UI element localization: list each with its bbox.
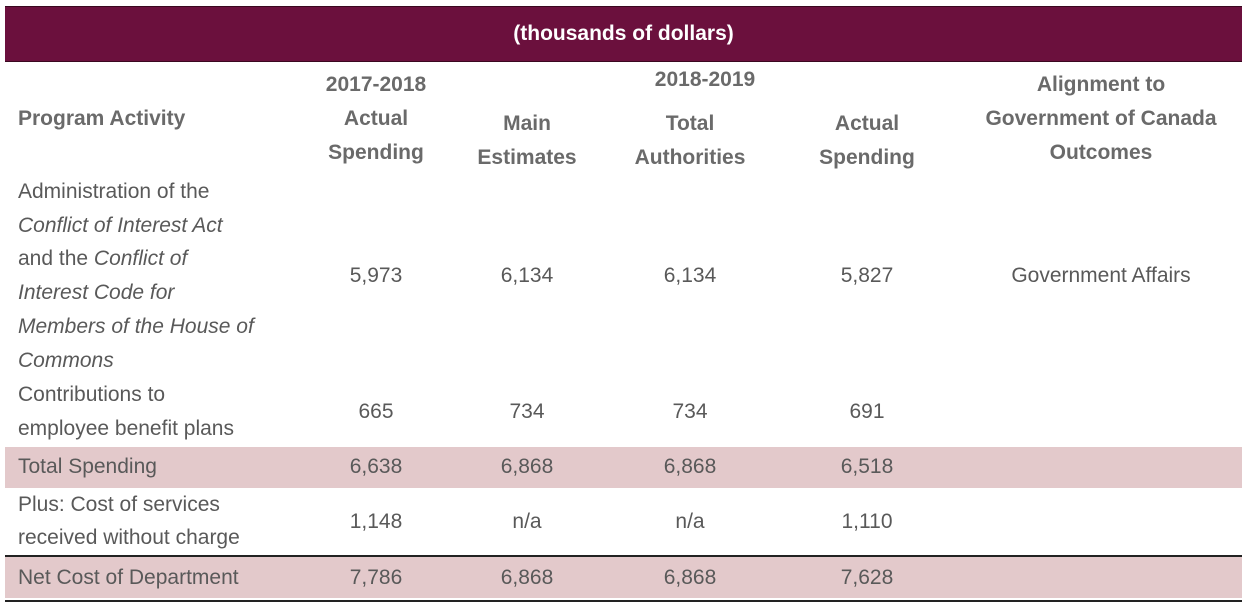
header-year-curr: 2018-2019 — [654, 68, 756, 91]
header-total-authorities-line2: Authorities — [634, 146, 746, 169]
admin-value-total-authorities: 6,134 — [663, 264, 717, 287]
admin-code-title-part3: Members of the House of — [18, 315, 254, 338]
header-main-estimates-line2: Estimates — [477, 146, 577, 169]
admin-label-line1: Administration of the — [18, 180, 210, 203]
header-year-prev: 2017-2018 — [325, 73, 427, 96]
admin-code-title-part2: Interest Code for — [18, 281, 175, 304]
admin-value-main-estimates: 6,134 — [500, 264, 554, 287]
net-value-total-authorities: 6,868 — [663, 566, 717, 589]
total-spending-band — [5, 447, 1242, 488]
total-value-actual: 6,518 — [840, 455, 894, 478]
table-bottom-rule — [5, 600, 1242, 602]
plus-label-line2: received without charge — [18, 526, 240, 549]
admin-act-title: Conflict of Interest Act — [18, 214, 223, 237]
header-total-authorities-line1: Total — [665, 112, 715, 135]
admin-and-the: and the — [18, 247, 94, 270]
plus-value-actual: 1,110 — [841, 510, 893, 533]
net-cost-band — [5, 557, 1242, 598]
contrib-value-main-estimates: 734 — [509, 400, 545, 423]
header-program-activity: Program Activity — [18, 107, 186, 130]
net-value-2017-actual: 7,786 — [349, 566, 403, 589]
admin-label-line5: Members of the House of — [18, 310, 254, 344]
contrib-value-2017-actual: 665 — [358, 400, 394, 423]
header-actual-spending-line2: Spending — [328, 141, 424, 164]
net-cost-top-rule — [5, 555, 1242, 557]
admin-label-line2: Conflict of Interest Act — [18, 209, 223, 243]
total-value-2017-actual: 6,638 — [349, 455, 403, 478]
admin-label-line3: and the Conflict of — [18, 242, 187, 276]
header-alignment-line1: Alignment to — [1036, 73, 1166, 96]
header-actual-line2: Spending — [819, 146, 915, 169]
plus-value-total-authorities: n/a — [675, 510, 705, 533]
banner-title: (thousands of dollars) — [513, 22, 734, 45]
net-value-main-estimates: 6,868 — [500, 566, 554, 589]
contrib-label-line2: employee benefit plans — [18, 417, 234, 440]
admin-value-2017-actual: 5,973 — [349, 264, 403, 287]
total-spending-label: Total Spending — [18, 455, 157, 478]
admin-label-line4: Interest Code for — [18, 276, 174, 310]
header-actual-line1: Actual — [834, 112, 900, 135]
header-main-estimates-line1: Main — [503, 112, 551, 135]
admin-code-title-part1: Conflict of — [93, 247, 188, 270]
total-value-main-estimates: 6,868 — [500, 455, 554, 478]
plus-value-main-estimates: n/a — [512, 510, 542, 533]
admin-value-actual: 5,827 — [840, 264, 894, 287]
plus-label-line1: Plus: Cost of services — [18, 493, 220, 516]
admin-label-line6: Commons — [18, 344, 114, 378]
plus-value-2017-actual: 1,148 — [349, 510, 403, 533]
header-alignment-line3: Outcomes — [1049, 141, 1153, 164]
header-actual-spending-line1: Actual — [343, 107, 409, 130]
header-alignment-line2: Government of Canada — [985, 107, 1217, 130]
admin-code-title-part4: Commons — [18, 349, 114, 372]
admin-alignment: Government Affairs — [1011, 264, 1191, 287]
net-cost-label: Net Cost of Department — [18, 566, 239, 589]
contrib-value-total-authorities: 734 — [672, 400, 708, 423]
total-value-total-authorities: 6,868 — [663, 455, 717, 478]
contrib-value-actual: 691 — [849, 400, 885, 423]
net-value-actual: 7,628 — [840, 566, 894, 589]
table-banner: (thousands of dollars) — [5, 6, 1242, 62]
contrib-label-line1: Contributions to — [18, 383, 166, 406]
